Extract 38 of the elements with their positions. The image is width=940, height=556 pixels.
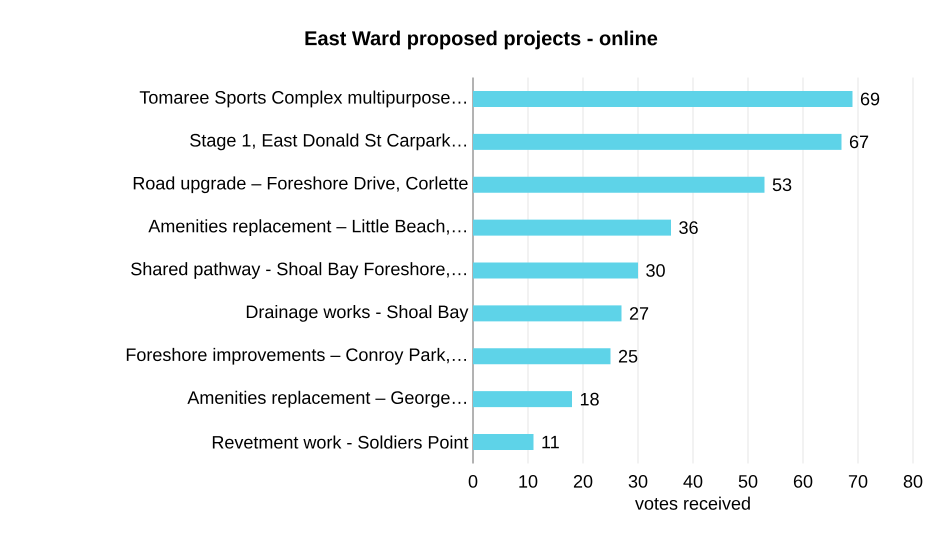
- data-label: 25: [618, 350, 638, 363]
- data-label: 11: [542, 436, 559, 448]
- chart-title: East Ward proposed projects - online: [305, 30, 658, 50]
- bar: [473, 391, 572, 408]
- x-tick-label: 10: [519, 475, 538, 488]
- y-tick-label: Foreshore improvements – Conroy Park,…: [126, 348, 466, 365]
- x-tick-label: 80: [904, 475, 922, 488]
- bar: [473, 305, 622, 322]
- y-tick-label: Revetment work - Soldiers Point: [212, 435, 468, 449]
- bar: [473, 176, 764, 193]
- data-label: 69: [860, 92, 880, 106]
- bar: [473, 348, 611, 364]
- y-tick-label: Drainage works - Shoal Bay: [246, 305, 468, 322]
- data-label: 18: [580, 392, 599, 406]
- x-tick-label: 50: [738, 475, 758, 488]
- y-tick-label: Amenities replacement – George…: [187, 390, 466, 408]
- data-label: 36: [679, 221, 698, 234]
- x-tick-label: 40: [683, 475, 702, 488]
- y-tick-label: Stage 1, East Donald St Carpark…: [190, 133, 466, 150]
- data-label: 53: [772, 178, 792, 192]
- x-axis-title: votes received: [635, 496, 750, 510]
- bar: [473, 90, 852, 107]
- bar: [473, 134, 842, 150]
- x-tick-label: 70: [848, 475, 868, 488]
- data-label: 67: [850, 135, 868, 148]
- x-tick-label: 0: [468, 475, 478, 488]
- bar: [473, 262, 638, 278]
- data-label: 27: [630, 307, 648, 320]
- bar: [473, 434, 534, 450]
- y-tick-label: Tomaree Sports Complex multipurpose…: [140, 90, 466, 108]
- x-tick-label: 20: [574, 475, 592, 488]
- y-tick-label: Amenities replacement – Little Beach,…: [148, 219, 466, 236]
- data-label: 30: [646, 264, 665, 277]
- bar: [473, 220, 672, 236]
- x-tick-label: 60: [794, 475, 812, 488]
- y-tick-label: Road upgrade – Foreshore Drive, Corlette: [134, 176, 468, 194]
- x-tick-label: 30: [628, 475, 648, 488]
- y-tick-label: Shared pathway - Shoal Bay Foreshore,…: [131, 262, 466, 279]
